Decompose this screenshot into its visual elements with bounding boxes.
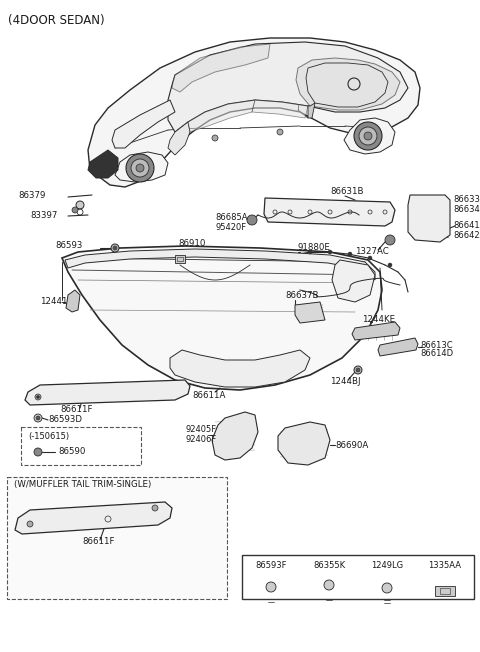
Circle shape: [136, 164, 144, 172]
Text: 86910: 86910: [178, 239, 205, 248]
Polygon shape: [264, 198, 395, 226]
Circle shape: [36, 396, 39, 398]
Polygon shape: [188, 100, 255, 132]
Text: 1327AC: 1327AC: [355, 248, 389, 256]
Circle shape: [34, 448, 42, 456]
Bar: [440, 588, 450, 594]
Polygon shape: [296, 58, 400, 110]
Circle shape: [212, 135, 218, 141]
Text: 1249LG: 1249LG: [371, 561, 403, 570]
Text: 86633X: 86633X: [453, 196, 480, 205]
Text: 86642A: 86642A: [453, 231, 480, 239]
Polygon shape: [62, 246, 382, 390]
Polygon shape: [170, 350, 310, 387]
Polygon shape: [295, 302, 325, 323]
Polygon shape: [168, 122, 190, 155]
Text: 86634X: 86634X: [453, 205, 480, 215]
Circle shape: [35, 394, 41, 400]
Text: 1335AA: 1335AA: [429, 561, 461, 570]
Text: 1244BJ: 1244BJ: [330, 378, 360, 387]
Polygon shape: [408, 195, 450, 242]
Polygon shape: [65, 249, 375, 280]
Text: (4DOOR SEDAN): (4DOOR SEDAN): [8, 14, 105, 27]
Text: 86593D: 86593D: [48, 415, 82, 424]
Circle shape: [385, 235, 395, 245]
Circle shape: [34, 414, 42, 422]
Text: 86631B: 86631B: [330, 188, 363, 196]
Text: 86613C: 86613C: [420, 340, 453, 349]
Circle shape: [328, 250, 332, 254]
Circle shape: [152, 505, 158, 511]
Circle shape: [359, 127, 377, 145]
Text: 12441: 12441: [40, 297, 68, 306]
Circle shape: [308, 250, 312, 254]
Polygon shape: [308, 103, 315, 118]
Text: 1244KE: 1244KE: [362, 316, 395, 325]
Circle shape: [36, 416, 40, 420]
Bar: [177, 257, 183, 261]
Circle shape: [388, 263, 392, 267]
Polygon shape: [344, 118, 395, 154]
Polygon shape: [88, 150, 118, 178]
FancyBboxPatch shape: [7, 477, 227, 599]
Text: 86355K: 86355K: [313, 561, 345, 570]
Polygon shape: [378, 338, 418, 356]
Bar: [242, 555, 474, 599]
Polygon shape: [278, 422, 330, 465]
Polygon shape: [88, 38, 420, 187]
Text: 86637B: 86637B: [285, 291, 319, 301]
Circle shape: [382, 583, 392, 593]
Polygon shape: [112, 100, 175, 148]
Text: 86611A: 86611A: [192, 391, 226, 400]
Text: 86690A: 86690A: [335, 441, 368, 449]
Circle shape: [131, 159, 149, 177]
Text: 92406F: 92406F: [185, 436, 216, 445]
Polygon shape: [168, 42, 408, 132]
Text: (W/MUFFLER TAIL TRIM-SINGLE): (W/MUFFLER TAIL TRIM-SINGLE): [14, 479, 151, 488]
Text: 91880E: 91880E: [298, 243, 331, 252]
Polygon shape: [252, 100, 308, 118]
Circle shape: [111, 244, 119, 252]
Bar: [435, 586, 455, 596]
Polygon shape: [115, 152, 168, 182]
Text: 83397: 83397: [30, 211, 58, 220]
Circle shape: [354, 366, 362, 374]
Text: 86614D: 86614D: [420, 349, 453, 359]
Text: 86593: 86593: [55, 241, 83, 250]
Polygon shape: [15, 502, 172, 534]
Circle shape: [247, 215, 257, 225]
Circle shape: [368, 256, 372, 260]
Text: (-150615): (-150615): [28, 432, 69, 441]
Circle shape: [126, 154, 154, 182]
Circle shape: [356, 368, 360, 372]
Text: 86379: 86379: [18, 190, 46, 200]
Circle shape: [348, 252, 352, 256]
Polygon shape: [212, 412, 258, 460]
Text: 86685A: 86685A: [215, 213, 248, 222]
Circle shape: [76, 201, 84, 209]
Circle shape: [364, 132, 372, 140]
Text: 86611F: 86611F: [60, 406, 93, 415]
Circle shape: [277, 129, 283, 135]
Text: 92405F: 92405F: [185, 426, 216, 434]
Circle shape: [113, 246, 117, 250]
Text: 86641A: 86641A: [453, 220, 480, 230]
Text: 86590: 86590: [58, 447, 85, 456]
Bar: [175, 255, 185, 263]
Text: 86593F: 86593F: [255, 561, 287, 570]
Circle shape: [266, 582, 276, 592]
Polygon shape: [332, 260, 375, 302]
Text: 86611F: 86611F: [82, 537, 115, 546]
Polygon shape: [66, 290, 80, 312]
Polygon shape: [352, 322, 400, 340]
Text: 95420F: 95420F: [215, 224, 246, 233]
Circle shape: [27, 521, 33, 527]
Circle shape: [354, 122, 382, 150]
Polygon shape: [172, 44, 270, 92]
Circle shape: [324, 580, 334, 590]
Circle shape: [72, 207, 78, 213]
Polygon shape: [25, 380, 190, 405]
